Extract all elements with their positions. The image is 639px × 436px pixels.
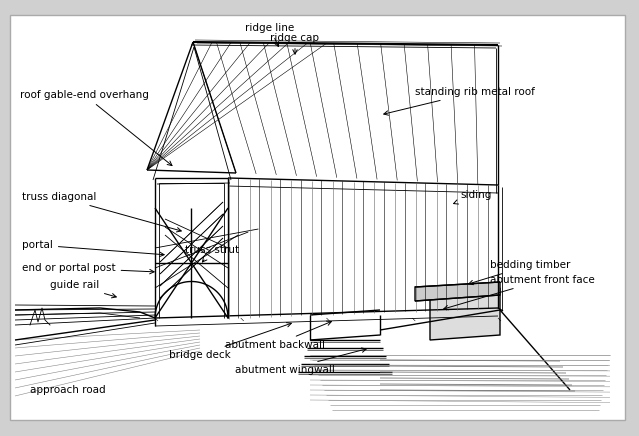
- Text: truss diagonal: truss diagonal: [22, 192, 181, 232]
- Text: truss strut: truss strut: [185, 245, 239, 262]
- Polygon shape: [10, 15, 625, 420]
- Text: bedding timber: bedding timber: [468, 260, 571, 285]
- Text: siding: siding: [454, 190, 491, 204]
- Text: guide rail: guide rail: [50, 280, 116, 298]
- Text: roof gable-end overhang: roof gable-end overhang: [20, 90, 172, 166]
- Text: standing rib metal roof: standing rib metal roof: [384, 87, 535, 115]
- Text: approach road: approach road: [30, 385, 105, 395]
- Text: end or portal post: end or portal post: [22, 263, 154, 274]
- Polygon shape: [430, 288, 500, 340]
- Polygon shape: [380, 310, 570, 390]
- Text: bridge deck: bridge deck: [169, 323, 291, 360]
- Text: abutment front face: abutment front face: [443, 275, 595, 310]
- Text: portal: portal: [22, 240, 164, 256]
- Text: abutment backwall: abutment backwall: [225, 321, 332, 350]
- Text: ridge cap: ridge cap: [270, 33, 320, 54]
- Polygon shape: [415, 282, 500, 301]
- Text: ridge line: ridge line: [245, 23, 295, 47]
- Text: abutment wingwall: abutment wingwall: [235, 348, 366, 375]
